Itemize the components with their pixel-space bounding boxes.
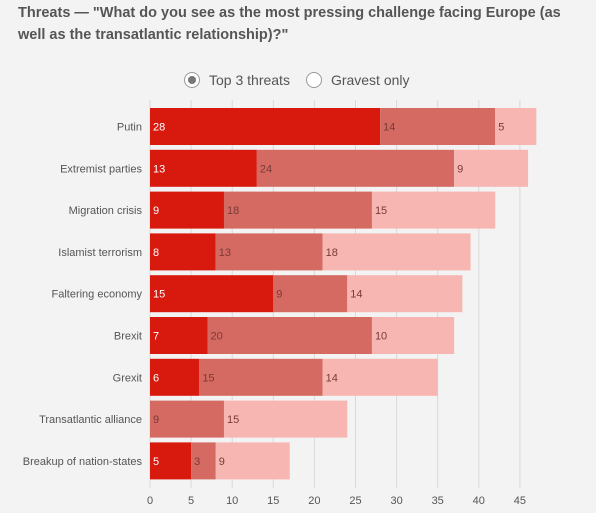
bar-grexit-rank-2 xyxy=(199,358,323,396)
data-label-islamist-terrorism-rank-1: 8 xyxy=(153,247,159,259)
category-label-islamist-terrorism: Islamist terrorism xyxy=(58,247,142,259)
top-3-threats-label: Top 3 threats xyxy=(209,72,290,88)
bar-extremist-parties-rank-1 xyxy=(150,149,257,187)
x-tick-label-10: 10 xyxy=(226,495,238,507)
bar-faltering-economy-rank-2 xyxy=(273,275,348,313)
view-toggle: Top 3 threats Gravest only xyxy=(184,72,426,88)
data-label-migration-crisis-rank-2: 18 xyxy=(227,205,239,217)
data-label-extremist-parties-rank-2: 24 xyxy=(260,163,272,175)
bar-brexit-rank-1 xyxy=(150,317,208,354)
bar-migration-crisis-rank-3 xyxy=(371,191,496,229)
x-tick-label-25: 25 xyxy=(349,495,361,507)
bar-grexit-rank-3 xyxy=(322,358,438,396)
radio-checked-icon[interactable] xyxy=(184,72,200,88)
data-label-putin-rank-3: 5 xyxy=(498,122,504,134)
category-label-grexit: Grexit xyxy=(113,372,142,384)
top-3-threats-option[interactable]: Top 3 threats xyxy=(184,72,290,88)
bar-extremist-parties-rank-3 xyxy=(454,149,529,187)
x-tick-label-5: 5 xyxy=(188,495,194,507)
data-label-brexit-rank-2: 20 xyxy=(211,331,223,343)
x-tick-label-30: 30 xyxy=(390,495,402,507)
data-label-migration-crisis-rank-1: 9 xyxy=(153,205,159,217)
data-label-breakup-of-nation-states-rank-2: 3 xyxy=(194,456,200,468)
x-tick-label-35: 35 xyxy=(432,495,444,507)
x-tick-label-45: 45 xyxy=(514,495,526,507)
bar-faltering-economy-rank-1 xyxy=(150,275,274,313)
data-label-grexit-rank-1: 6 xyxy=(153,372,159,384)
bar-brexit-rank-2 xyxy=(207,317,372,354)
category-label-extremist-parties: Extremist parties xyxy=(60,163,142,175)
x-tick-label-15: 15 xyxy=(267,495,279,507)
data-label-migration-crisis-rank-3: 15 xyxy=(375,205,387,217)
bar-putin-rank-1 xyxy=(150,108,381,145)
data-label-faltering-economy-rank-1: 15 xyxy=(153,289,165,301)
bar-putin-rank-3 xyxy=(495,108,537,145)
data-label-transatlantic-alliance-rank-3: 15 xyxy=(227,414,239,426)
data-label-faltering-economy-rank-3: 14 xyxy=(350,289,362,301)
category-label-putin: Putin xyxy=(117,122,142,134)
data-label-breakup-of-nation-states-rank-1: 5 xyxy=(153,456,159,468)
category-label-faltering-economy: Faltering economy xyxy=(52,289,143,301)
bar-breakup-of-nation-states-rank-3 xyxy=(215,442,290,480)
bar-islamist-terrorism-rank-3 xyxy=(322,233,471,271)
bar-islamist-terrorism-rank-2 xyxy=(215,233,323,271)
data-label-islamist-terrorism-rank-2: 13 xyxy=(219,247,231,259)
bar-breakup-of-nation-states-rank-1 xyxy=(150,442,192,480)
category-label-transatlantic-alliance: Transatlantic alliance xyxy=(39,414,142,426)
bar-extremist-parties-rank-2 xyxy=(256,149,455,187)
bar-islamist-terrorism-rank-1 xyxy=(150,233,216,271)
data-label-faltering-economy-rank-2: 9 xyxy=(276,289,282,301)
radio-unchecked-icon[interactable] xyxy=(305,72,322,88)
bar-brexit-rank-3 xyxy=(371,317,455,354)
gravest-only-option[interactable]: Gravest only xyxy=(305,72,410,88)
x-tick-label-40: 40 xyxy=(473,495,485,507)
category-label-brexit: Brexit xyxy=(114,331,142,343)
data-label-brexit-rank-1: 7 xyxy=(153,331,159,343)
x-tick-label-0: 0 xyxy=(147,495,153,507)
data-label-extremist-parties-rank-1: 13 xyxy=(153,163,165,175)
bar-migration-crisis-rank-1 xyxy=(150,191,224,229)
data-label-grexit-rank-2: 15 xyxy=(202,372,214,384)
x-tick-label-20: 20 xyxy=(308,495,320,507)
bar-migration-crisis-rank-2 xyxy=(223,191,372,229)
data-label-brexit-rank-3: 10 xyxy=(375,331,387,343)
data-label-extremist-parties-rank-3: 9 xyxy=(457,163,463,175)
data-label-breakup-of-nation-states-rank-3: 9 xyxy=(219,456,225,468)
bar-breakup-of-nation-states-rank-2 xyxy=(191,442,216,480)
bar-grexit-rank-1 xyxy=(150,358,200,396)
bar-putin-rank-2 xyxy=(380,108,496,145)
data-label-islamist-terrorism-rank-3: 18 xyxy=(326,247,338,259)
bar-transatlantic-alliance-rank-3 xyxy=(223,400,348,438)
gravest-only-label: Gravest only xyxy=(330,72,410,88)
chart-title: Threats — "What do you see as the most p… xyxy=(18,5,561,43)
data-label-putin-rank-2: 14 xyxy=(383,122,395,134)
category-label-breakup-of-nation-states: Breakup of nation-states xyxy=(23,456,143,468)
bar-transatlantic-alliance-rank-2 xyxy=(150,400,224,438)
category-label-migration-crisis: Migration crisis xyxy=(69,205,143,217)
data-label-grexit-rank-3: 14 xyxy=(326,372,338,384)
bar-faltering-economy-rank-3 xyxy=(347,275,463,313)
data-label-transatlantic-alliance-rank-2: 9 xyxy=(153,414,159,426)
data-label-putin-rank-1: 28 xyxy=(153,122,165,134)
